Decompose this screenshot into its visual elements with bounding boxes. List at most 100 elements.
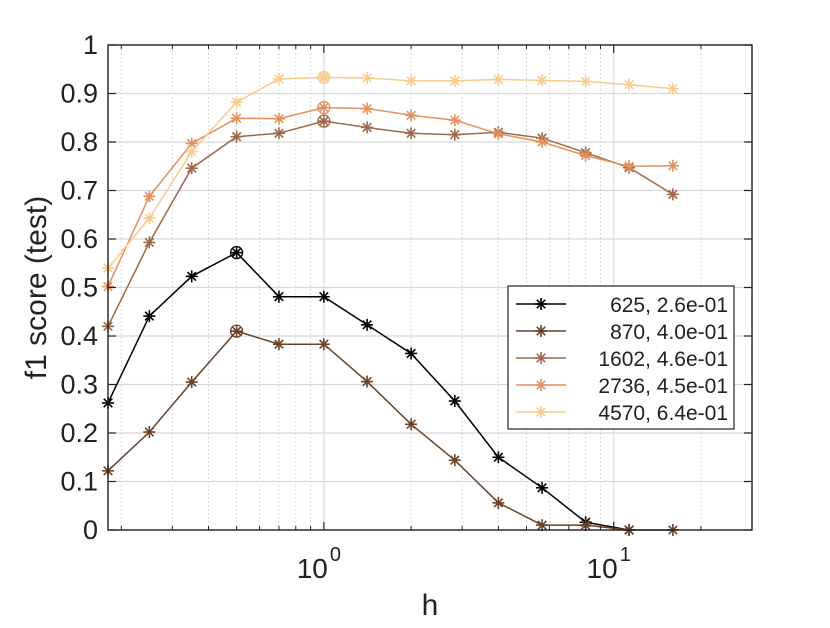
star-stroke [537, 520, 547, 530]
data-point [272, 72, 285, 85]
data-point [361, 375, 374, 388]
star-stroke [144, 213, 155, 223]
star-stroke [144, 427, 155, 437]
data-point [230, 112, 243, 125]
star-stroke [493, 128, 504, 139]
data-point [536, 519, 549, 532]
data-point [448, 74, 461, 87]
data-point [143, 236, 156, 249]
y-tick-label: 1 [83, 30, 98, 60]
data-point [361, 102, 374, 115]
legend-label: 625, 2.6e-01 [610, 294, 728, 317]
star-stroke [537, 75, 547, 86]
star-stroke [537, 137, 547, 147]
y-tick-label: 0.3 [60, 370, 98, 400]
star-stroke [231, 113, 242, 124]
data-point [143, 310, 156, 323]
data-point [666, 188, 679, 201]
star-stroke [406, 76, 416, 86]
star-stroke [274, 291, 284, 302]
star-stroke [144, 191, 155, 202]
series-4570 [102, 70, 679, 275]
star-stroke [493, 452, 504, 463]
data-point [536, 74, 549, 87]
data-point [666, 82, 679, 95]
data-point [143, 190, 156, 203]
data-point [272, 290, 285, 303]
star-stroke [537, 482, 547, 493]
legend: 625, 2.6e-01 870, 4.0e-01 1602, 4.6e-01 273… [507, 285, 735, 430]
star-stroke [319, 116, 329, 126]
y-tick-label: 0.4 [60, 321, 98, 351]
data-point [143, 426, 156, 439]
x-axis-label: h [422, 589, 439, 622]
data-point [317, 115, 330, 128]
star-stroke [362, 103, 372, 114]
tick-layer [108, 44, 752, 531]
legend-label: 870, 4.0e-01 [610, 321, 728, 344]
star-stroke [449, 396, 460, 406]
data-point [405, 347, 418, 360]
star-stroke [274, 339, 284, 350]
series-line [107, 330, 673, 531]
best-point-marker [317, 114, 331, 128]
data-point [448, 394, 461, 407]
star-stroke [536, 380, 546, 390]
star-stroke [362, 73, 372, 83]
data-point [317, 338, 330, 351]
best-point-marker [229, 324, 244, 338]
star-stroke [406, 348, 416, 359]
star-stroke [362, 320, 372, 330]
star-stroke [231, 326, 242, 336]
data-point [230, 246, 243, 259]
star-stroke [186, 146, 197, 157]
star-stroke [536, 299, 546, 309]
legend-entry: 4570, 6.4e-01 [516, 402, 728, 425]
data-point [492, 127, 505, 140]
data-point [272, 112, 285, 125]
x-tick-base: 10 [297, 553, 328, 584]
star-stroke [406, 128, 416, 139]
star-stroke [186, 138, 197, 149]
star-stroke [536, 326, 546, 336]
data-point [361, 318, 374, 331]
series-2736 [102, 100, 679, 293]
data-point [272, 338, 285, 351]
data-point [666, 159, 679, 172]
y-tick-label: 0 [83, 515, 98, 545]
legend-entry: 2736, 4.5e-01 [516, 375, 728, 398]
legend-marker [535, 379, 547, 391]
legend-entry: 625, 2.6e-01 [516, 294, 728, 317]
star-stroke [362, 122, 372, 133]
legend-marker [535, 406, 547, 418]
star-stroke [186, 377, 197, 387]
data-point [185, 145, 198, 158]
data-point [492, 73, 505, 86]
data-point [361, 71, 374, 84]
x-tick-label: 10 1 [587, 544, 631, 584]
star-stroke [493, 74, 504, 85]
y-tick-label: 0.1 [60, 467, 98, 497]
star-stroke [144, 311, 155, 321]
data-point [230, 325, 243, 338]
data-point [405, 418, 418, 431]
star-stroke [580, 76, 591, 87]
data-point [185, 376, 198, 389]
star-stroke [449, 129, 460, 140]
legend-label: 4570, 6.4e-01 [598, 402, 728, 425]
star-stroke [186, 163, 197, 173]
data-point [579, 75, 592, 88]
data-point [185, 137, 198, 150]
best-point-marker [229, 245, 244, 260]
star-stroke [580, 150, 591, 161]
star-stroke [536, 407, 546, 417]
series-line [107, 76, 673, 269]
x-tick-exponent: 0 [330, 544, 341, 566]
star-stroke [231, 97, 242, 108]
star-stroke [274, 128, 284, 139]
y-tick-label: 0.5 [60, 273, 98, 303]
star-stroke [274, 74, 284, 84]
